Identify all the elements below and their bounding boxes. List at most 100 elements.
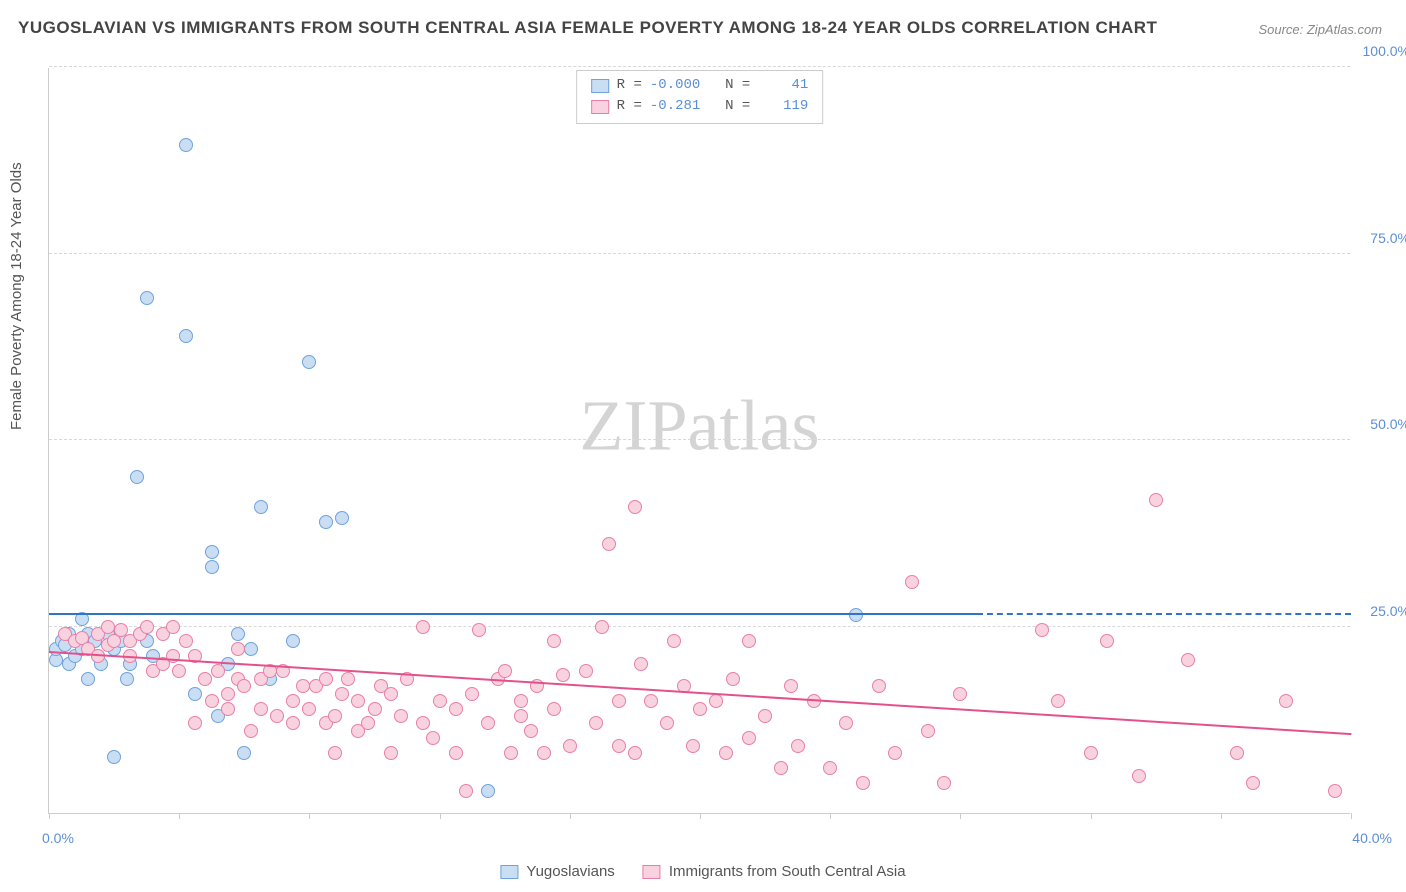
watermark: ZIPatlas: [580, 384, 820, 467]
x-tick: [1351, 813, 1352, 819]
scatter-point: [758, 709, 772, 723]
scatter-point: [416, 620, 430, 634]
x-tick: [570, 813, 571, 819]
source-label: Source: ZipAtlas.com: [1258, 22, 1382, 37]
scatter-point: [384, 746, 398, 760]
scatter-point: [205, 545, 219, 559]
x-tick: [830, 813, 831, 819]
scatter-point: [726, 672, 740, 686]
y-tick-label: 100.0%: [1355, 43, 1406, 59]
scatter-point: [563, 739, 577, 753]
scatter-point: [921, 724, 935, 738]
scatter-point: [296, 679, 310, 693]
scatter-point: [602, 537, 616, 551]
x-axis-max-label: 40.0%: [1352, 830, 1392, 846]
scatter-point: [524, 724, 538, 738]
scatter-point: [481, 784, 495, 798]
scatter-point: [302, 702, 316, 716]
scatter-point: [231, 627, 245, 641]
scatter-point: [579, 664, 593, 678]
watermark-atlas: atlas: [688, 385, 820, 465]
x-tick: [1221, 813, 1222, 819]
scatter-point: [856, 776, 870, 790]
scatter-point: [612, 739, 626, 753]
scatter-point: [221, 702, 235, 716]
scatter-point: [905, 575, 919, 589]
scatter-point: [1035, 623, 1049, 637]
scatter-point: [686, 739, 700, 753]
n-label: N =: [708, 96, 750, 117]
scatter-point: [140, 291, 154, 305]
legend-label-series1: Yugoslavians: [526, 863, 614, 880]
scatter-point: [1100, 634, 1114, 648]
n-label: N =: [708, 75, 750, 96]
scatter-point: [937, 776, 951, 790]
scatter-point: [1149, 493, 1163, 507]
scatter-point: [628, 500, 642, 514]
scatter-point: [319, 515, 333, 529]
r-value-series1: -0.000: [650, 75, 700, 96]
scatter-point: [179, 634, 193, 648]
scatter-point: [742, 634, 756, 648]
scatter-point: [198, 672, 212, 686]
scatter-point: [416, 716, 430, 730]
swatch-series2: [591, 100, 609, 114]
scatter-point: [498, 664, 512, 678]
y-tick-label: 25.0%: [1355, 603, 1406, 619]
scatter-point: [205, 694, 219, 708]
scatter-point: [188, 687, 202, 701]
gridline: [49, 253, 1350, 254]
scatter-point: [953, 687, 967, 701]
scatter-point: [1084, 746, 1098, 760]
scatter-point: [254, 702, 268, 716]
swatch-series1: [591, 79, 609, 93]
r-value-series2: -0.281: [650, 96, 700, 117]
scatter-point: [188, 716, 202, 730]
x-tick: [49, 813, 50, 819]
scatter-point: [791, 739, 805, 753]
scatter-point: [351, 694, 365, 708]
x-axis-min-label: 0.0%: [42, 830, 74, 846]
scatter-point: [231, 642, 245, 656]
scatter-point: [120, 672, 134, 686]
scatter-point: [166, 620, 180, 634]
scatter-point: [823, 761, 837, 775]
scatter-point: [589, 716, 603, 730]
scatter-point: [335, 511, 349, 525]
legend-swatch-series2: [643, 865, 661, 879]
scatter-point: [341, 672, 355, 686]
scatter-point: [449, 702, 463, 716]
x-tick: [309, 813, 310, 819]
scatter-point: [130, 470, 144, 484]
scatter-point: [472, 623, 486, 637]
scatter-point: [286, 634, 300, 648]
watermark-zip: ZIP: [580, 385, 688, 465]
scatter-point: [221, 687, 235, 701]
scatter-point: [237, 746, 251, 760]
x-tick: [179, 813, 180, 819]
scatter-point: [1230, 746, 1244, 760]
scatter-point: [384, 687, 398, 701]
scatter-point: [1051, 694, 1065, 708]
y-axis-label: Female Poverty Among 18-24 Year Olds: [8, 162, 25, 430]
legend-item-series1: Yugoslavians: [500, 863, 614, 880]
scatter-point: [537, 746, 551, 760]
trend-line: [49, 613, 977, 615]
scatter-point: [107, 750, 121, 764]
scatter-point: [449, 746, 463, 760]
scatter-point: [319, 672, 333, 686]
scatter-point: [481, 716, 495, 730]
scatter-point: [644, 694, 658, 708]
scatter-point: [514, 694, 528, 708]
scatter-point: [1328, 784, 1342, 798]
scatter-point: [547, 634, 561, 648]
scatter-point: [302, 355, 316, 369]
scatter-point: [709, 694, 723, 708]
scatter-point: [839, 716, 853, 730]
scatter-point: [504, 746, 518, 760]
scatter-point: [211, 664, 225, 678]
scatter-point: [205, 560, 219, 574]
r-label: R =: [617, 96, 642, 117]
scatter-point: [270, 709, 284, 723]
scatter-point: [742, 731, 756, 745]
